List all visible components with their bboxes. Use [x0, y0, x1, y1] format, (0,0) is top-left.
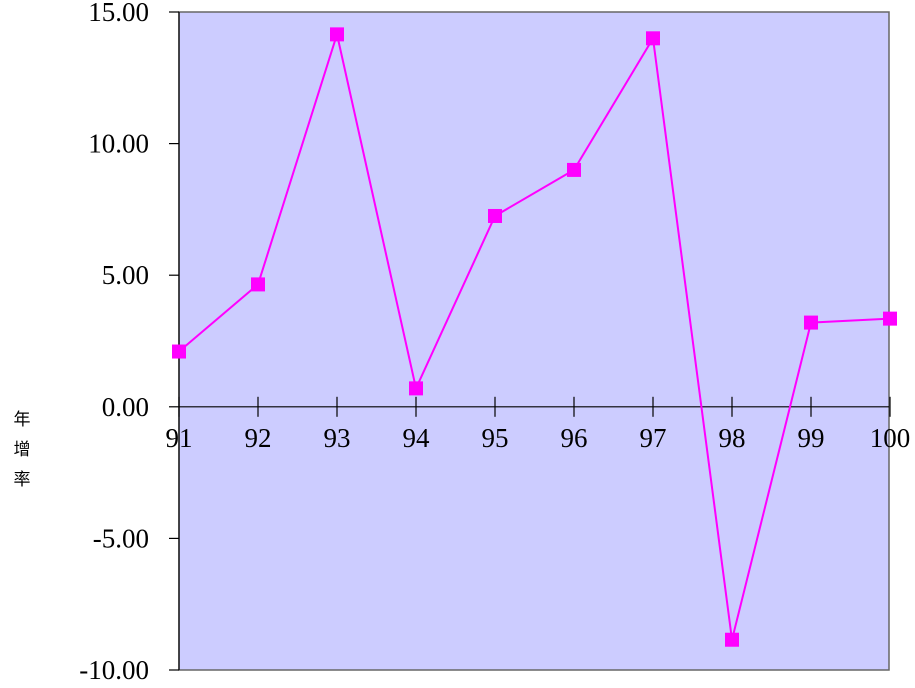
x-tick-label: 100: [870, 423, 911, 453]
y-tick-label: 0.00: [102, 392, 149, 422]
y-axis-title-char: 率: [14, 470, 31, 490]
y-tick-label: 10.00: [88, 129, 149, 159]
x-tick-label: 91: [166, 423, 193, 453]
y-axis-title: 年增率: [14, 410, 31, 490]
series-line: [178, 30, 891, 640]
y-tick-label: -10.00: [79, 655, 149, 685]
y-tick-label: 15.00: [88, 0, 149, 27]
x-tick-label: 92: [245, 423, 272, 453]
data-point-marker: [725, 632, 739, 647]
x-tick-label: 95: [482, 423, 509, 453]
data-point-marker: [251, 277, 265, 292]
data-point-marker: [330, 27, 344, 42]
data-point-marker: [883, 311, 897, 326]
x-tick-label: 93: [324, 423, 351, 453]
y-axis-title-char: 增: [14, 440, 31, 460]
x-tick-label: 97: [640, 423, 667, 453]
data-point-marker: [488, 208, 502, 223]
y-tick-label: -5.00: [93, 523, 149, 553]
data-point-marker: [172, 344, 186, 359]
data-point-marker: [804, 315, 818, 330]
data-point-marker: [646, 31, 660, 46]
x-tick-label: 94: [403, 423, 431, 453]
series-line-group: [172, 27, 897, 647]
x-tick-label: 98: [719, 423, 746, 453]
y-axis: 15.00 10.00 5.00 0.00 -5.00 -10.00: [79, 0, 180, 685]
y-axis-title-char: 年: [14, 410, 31, 430]
y-tick-label: 5.00: [102, 260, 149, 290]
data-point-marker: [567, 162, 581, 177]
data-point-marker: [409, 381, 423, 396]
plot-area: [178, 11, 890, 671]
x-tick-label: 99: [798, 423, 825, 453]
x-axis: 91 92 93 94 95 96 97 98 99 100: [166, 396, 911, 453]
x-tick-label: 96: [561, 423, 588, 453]
